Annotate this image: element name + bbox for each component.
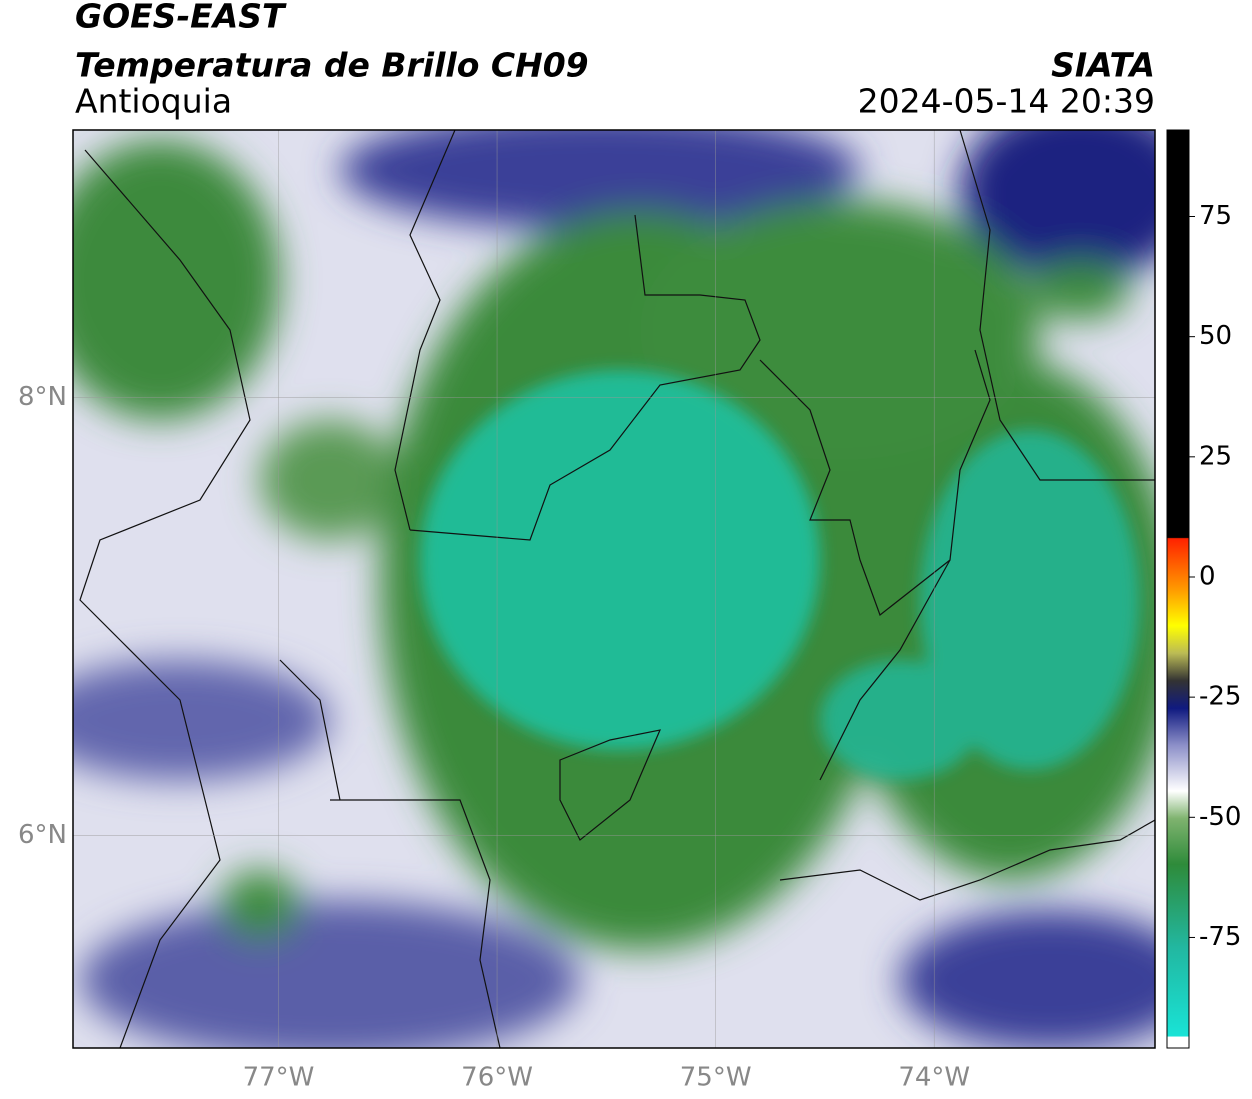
x-tick-label: 77°W	[243, 1063, 315, 1093]
colorbar-tick-label: 0	[1199, 561, 1216, 591]
region: Antioquia	[75, 82, 232, 121]
colorbar-tick-label: 25	[1199, 441, 1232, 471]
source: SIATA	[1051, 46, 1155, 85]
colorbar	[1166, 129, 1190, 1049]
x-tick-label: 74°W	[898, 1063, 970, 1093]
satellite-image	[73, 130, 1155, 1048]
y-tick-label: 6°N	[18, 820, 67, 850]
map-frame	[72, 129, 1156, 1049]
colorbar-tick-label: -50	[1199, 802, 1241, 832]
colorbar-tick-label: -25	[1199, 682, 1241, 712]
title: GOES-EAST	[75, 0, 287, 36]
x-tick-label: 76°W	[461, 1063, 533, 1093]
y-tick-label: 8°N	[18, 382, 67, 412]
colorbar-tick-label: 50	[1199, 321, 1232, 351]
colorbar-tick-label: 75	[1199, 201, 1232, 231]
x-tick-label: 75°W	[680, 1063, 752, 1093]
grid	[73, 130, 1155, 1048]
borders	[79, 130, 1155, 1048]
colorbar-tick-label: -75	[1199, 922, 1241, 952]
subtitle: Temperatura de Brillo CH09	[75, 46, 589, 85]
datetime: 2024-05-14 20:39	[858, 82, 1155, 121]
